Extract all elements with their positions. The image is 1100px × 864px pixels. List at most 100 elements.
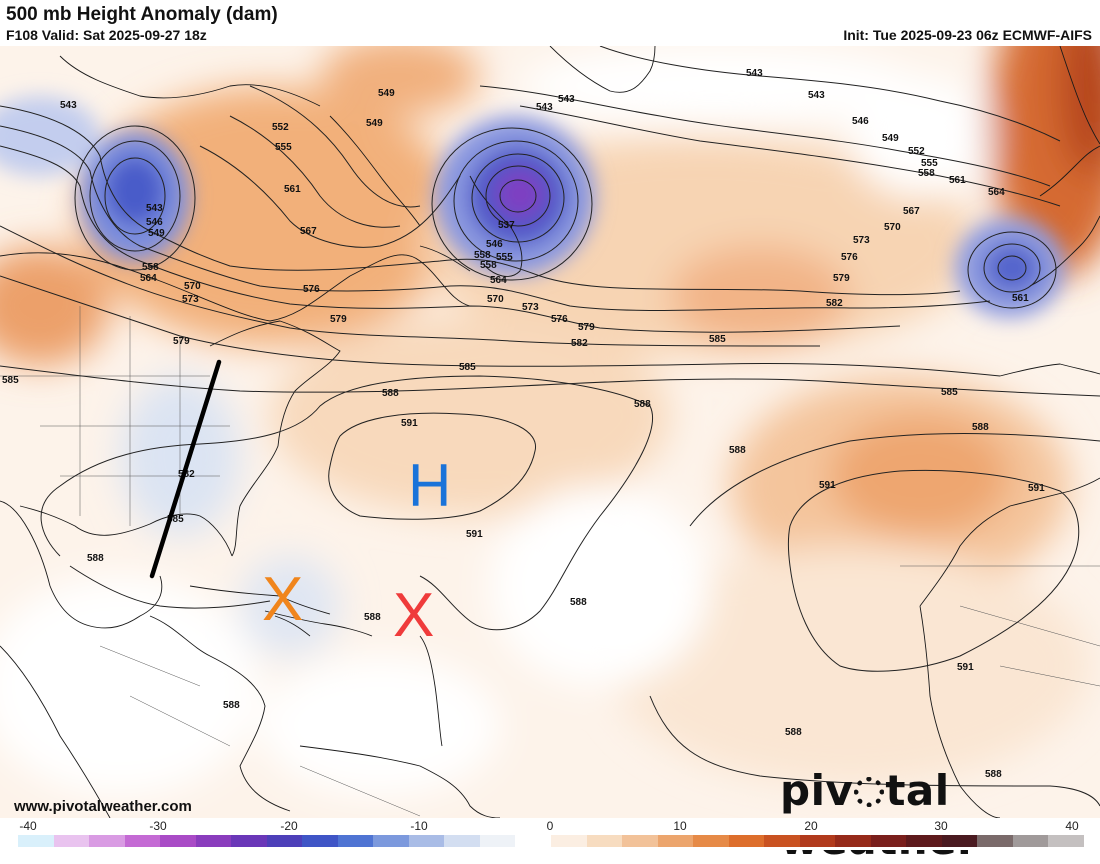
contour-label: 555 bbox=[496, 252, 513, 263]
contour-label: 576 bbox=[841, 252, 858, 263]
contour-label: 555 bbox=[275, 142, 292, 153]
contour-label: 564 bbox=[140, 273, 157, 284]
colorbar-tick: 30 bbox=[934, 819, 948, 833]
colorbar-swatch bbox=[89, 835, 125, 847]
contour-label: 588 bbox=[87, 553, 104, 564]
analysis-annotations: H X X bbox=[149, 359, 451, 650]
contour-label: 573 bbox=[853, 235, 870, 246]
colorbar-swatch bbox=[53, 835, 90, 847]
colorbar-swatch bbox=[799, 835, 836, 847]
contour-label: 585 bbox=[459, 362, 476, 373]
contour-label: 555 bbox=[921, 158, 938, 169]
source-url: www.pivotalweather.com bbox=[14, 798, 192, 815]
contour-label: 585 bbox=[2, 375, 19, 386]
contour-label: 543 bbox=[146, 203, 163, 214]
colorbar-swatch bbox=[941, 835, 978, 847]
contour-label: 552 bbox=[272, 122, 289, 133]
map-canvas: 543 549 549 552 555 561 567 576 579 543 … bbox=[0, 46, 1100, 818]
contour-label: 558 bbox=[142, 262, 159, 273]
colorbar-tick: -40 bbox=[19, 819, 37, 833]
contour-label: 543 bbox=[60, 100, 77, 111]
colorbar-swatch bbox=[728, 835, 765, 847]
colorbar-swatch bbox=[693, 835, 729, 847]
logo-text-left: piv bbox=[780, 766, 854, 815]
contour-label: 582 bbox=[826, 298, 843, 309]
contour-label: 588 bbox=[634, 399, 651, 410]
contour-label: 576 bbox=[303, 284, 320, 295]
contour-label: 591 bbox=[401, 418, 418, 429]
colorbar-swatch bbox=[479, 835, 516, 847]
contour-label: 558 bbox=[480, 260, 497, 271]
contour-label: 576 bbox=[551, 314, 568, 325]
colorbar-swatch bbox=[195, 835, 232, 847]
map-title: 500 mb Height Anomaly (dam) bbox=[6, 4, 278, 25]
contour-label: 552 bbox=[908, 146, 925, 157]
header: 500 mb Height Anomaly (dam) F108 Valid: … bbox=[0, 0, 1100, 46]
colorbar-swatch bbox=[373, 835, 409, 847]
contour-label: 582 bbox=[571, 338, 588, 349]
contour-label: 588 bbox=[570, 597, 587, 608]
contour-label: 588 bbox=[364, 612, 381, 623]
colorbar bbox=[18, 835, 1084, 847]
contour-label: 546 bbox=[852, 116, 869, 127]
colorbar-swatch bbox=[586, 835, 623, 847]
contour-label: 561 bbox=[1012, 293, 1029, 304]
colorbar-swatch bbox=[408, 835, 445, 847]
colorbar-tick: 10 bbox=[673, 819, 687, 833]
colorbar-swatch bbox=[124, 835, 161, 847]
contour-label: 543 bbox=[558, 94, 575, 105]
contour-label: 558 bbox=[474, 250, 491, 261]
gear-icon bbox=[854, 777, 885, 807]
contour-label: 570 bbox=[884, 222, 901, 233]
contour-label: 588 bbox=[382, 388, 399, 399]
colorbar-labels: -40 -30 -20 -10 0 10 20 30 40 bbox=[0, 819, 1100, 833]
orange-x-marker: X bbox=[262, 565, 303, 634]
valid-time: F108 Valid: Sat 2025-09-27 18z bbox=[6, 27, 207, 43]
contour-label: 573 bbox=[182, 294, 199, 305]
contour-label: 546 bbox=[486, 239, 503, 250]
contour-label: 549 bbox=[148, 228, 165, 239]
colorbar-swatch bbox=[657, 835, 694, 847]
contour-label: 543 bbox=[746, 68, 763, 79]
contour-label: 549 bbox=[378, 88, 395, 99]
colorbar-swatch bbox=[870, 835, 907, 847]
contour-label: 564 bbox=[490, 275, 507, 286]
contour-label: 588 bbox=[972, 422, 989, 433]
colorbar-swatch bbox=[18, 835, 54, 847]
colorbar-tick: 0 bbox=[546, 819, 554, 833]
height-contours bbox=[0, 46, 1100, 807]
colorbar-swatch bbox=[622, 835, 658, 847]
contour-label: 588 bbox=[223, 700, 240, 711]
colorbar-tick: -10 bbox=[410, 819, 428, 833]
colorbar-swatch bbox=[302, 835, 338, 847]
contour-label: 585 bbox=[167, 514, 184, 525]
contour-label: 543 bbox=[536, 102, 553, 113]
contour-label: 570 bbox=[184, 281, 201, 292]
colorbar-swatch bbox=[444, 835, 480, 847]
contour-label: 573 bbox=[522, 302, 539, 313]
contour-label: 558 bbox=[918, 168, 935, 179]
colorbar-swatch bbox=[550, 835, 587, 847]
high-pressure-symbol: H bbox=[408, 452, 451, 519]
contour-label: 588 bbox=[785, 727, 802, 738]
contour-label: 549 bbox=[366, 118, 383, 129]
colorbar-swatch bbox=[906, 835, 942, 847]
contour-label: 591 bbox=[819, 480, 836, 491]
contour-label: 549 bbox=[882, 133, 899, 144]
colorbar-tick: 20 bbox=[804, 819, 818, 833]
red-x-marker: X bbox=[393, 581, 434, 650]
contour-label: 585 bbox=[941, 387, 958, 398]
contour-label: 591 bbox=[466, 529, 483, 540]
contour-label: 582 bbox=[178, 469, 195, 480]
contour-label: 591 bbox=[957, 662, 974, 673]
contour-label: 579 bbox=[833, 273, 850, 284]
colorbar-swatch bbox=[231, 835, 267, 847]
trough-axis-line bbox=[149, 359, 222, 579]
colorbar-swatch bbox=[337, 835, 374, 847]
colorbar-swatch bbox=[835, 835, 871, 847]
colorbar-swatch bbox=[977, 835, 1013, 847]
contour-label: 579 bbox=[173, 336, 190, 347]
contour-label: 567 bbox=[903, 206, 920, 217]
anomaly-map: 543 549 549 552 555 561 567 576 579 543 … bbox=[0, 46, 1100, 818]
init-time: Init: Tue 2025-09-23 06z ECMWF-AIFS bbox=[843, 27, 1092, 43]
